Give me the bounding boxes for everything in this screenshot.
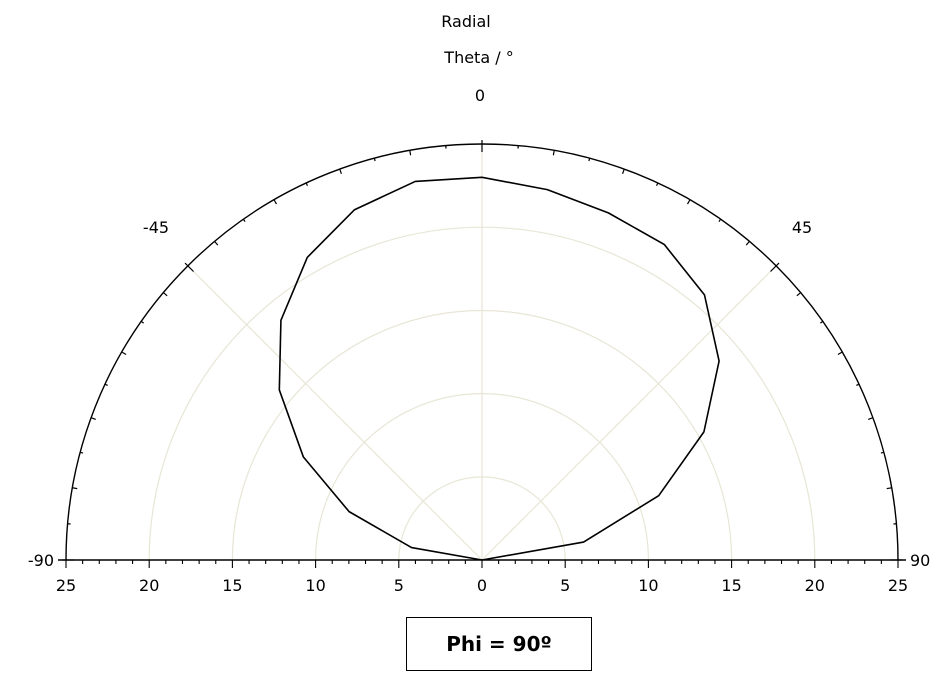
radial-tick-label: 20 (139, 576, 159, 595)
angle-tick-label: 90 (910, 551, 930, 570)
angle-tick (718, 218, 722, 223)
angle-tick (837, 351, 843, 356)
angle-tick (104, 383, 108, 387)
angle-tick (819, 320, 824, 324)
angle-tick-label: -90 (28, 551, 54, 570)
grid-spoke (187, 265, 483, 561)
angle-tick (373, 158, 376, 162)
angle-tick (140, 320, 145, 324)
angle-tick (273, 199, 278, 205)
radial-tick-label: 25 (888, 576, 908, 595)
angle-tick-label: 0 (475, 86, 485, 105)
radial-tick-label: 5 (560, 576, 570, 595)
angle-tick (552, 150, 555, 156)
radial-tick-label: 0 (477, 576, 487, 595)
angle-tick (80, 451, 84, 454)
angle-tick (305, 182, 309, 186)
angle-tick (886, 487, 892, 490)
angle-tick (686, 199, 691, 205)
angle-tick (121, 351, 127, 356)
data-series (278, 176, 720, 561)
phi-annotation-text: Phi = 90º (446, 632, 552, 656)
radial-tick-label: 10 (638, 576, 658, 595)
angle-tick (868, 417, 874, 420)
series-line (278, 176, 720, 561)
angle-tick (622, 168, 625, 174)
angle-tick (184, 262, 194, 272)
angle-tick (409, 150, 412, 156)
angle-tick-label: -45 (143, 218, 169, 237)
angle-tick (655, 182, 659, 186)
angle-tick (880, 451, 884, 454)
angle-axis-label: Theta / ° (443, 48, 513, 67)
angle-tick-label: 45 (792, 218, 812, 237)
angle-tick (90, 417, 96, 420)
angle-tick (588, 158, 591, 162)
angle-tick (856, 383, 860, 387)
angle-tick (162, 292, 168, 297)
angle-tick (214, 240, 219, 246)
angle-tick (242, 218, 246, 223)
radial-tick-label: 25 (56, 576, 76, 595)
chart-title: Radial (441, 12, 490, 31)
radial-tick-label: 20 (805, 576, 825, 595)
grid-spoke (481, 265, 777, 561)
angle-tick (745, 240, 750, 246)
radial-tick-label: 15 (721, 576, 741, 595)
radial-tick-label: 15 (222, 576, 242, 595)
angle-tick (796, 292, 802, 297)
radial-tick-label: 5 (394, 576, 404, 595)
angle-tick (339, 168, 342, 174)
angle-tick (72, 487, 78, 490)
radial-tick-label: 10 (305, 576, 325, 595)
angle-tick (770, 262, 780, 272)
polar-grid (148, 144, 816, 561)
phi-annotation: Phi = 90º (406, 617, 592, 671)
